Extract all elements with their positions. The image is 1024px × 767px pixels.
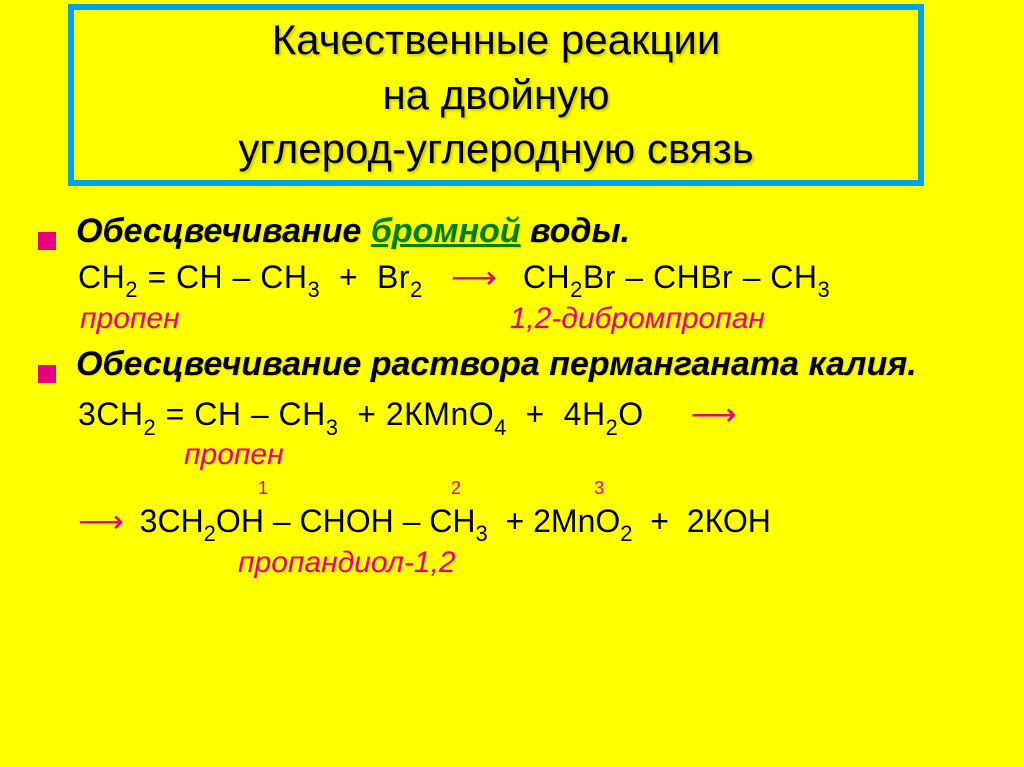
arrow-icon: ⟶ [691,396,735,432]
heading-1: Обесцвечивание бромной воды. [76,212,630,251]
bullet-icon [38,365,56,383]
title-box: Качественные реакции на двойную углерод-… [68,4,924,186]
reaction-1-formula: CH2 = CH – CH3 + Br2 ⟶ CH2Br – CHBr – CH… [78,253,1004,304]
reaction-2-formula-line1: 3CH2 = CH – CH3 + 2КMnO4 + 4H2O ⟶ [78,390,1004,441]
heading-1-pre: Обесцвечивание [76,212,371,250]
bullet-1: Обесцвечивание бромной воды. [20,212,1004,251]
title-line-3: углерод-углеродную связь [238,125,753,172]
arrow-icon: ⟶ [451,259,495,295]
slide: Качественные реакции на двойную углерод-… [0,0,1024,767]
content-area: Обесцвечивание бромной воды. CH2 = CH – … [20,204,1004,580]
bullet-icon [38,232,56,250]
carbon-numbers: 1 2 3 [78,478,1004,499]
reaction-2-label-2: пропандиол-1,2 [238,546,1004,580]
reaction-2-label-1: пропен [184,438,1004,472]
carbon-num-2: 2 [451,478,461,499]
label-dibrompropane: 1,2-дибромпропан [510,302,765,335]
arrow-icon: ⟶ [78,503,122,539]
carbon-num-3: 3 [594,478,604,499]
carbon-num-1: 1 [258,478,268,499]
title-line-1: Качественные реакции [272,16,721,63]
heading-1-post: воды. [521,212,630,250]
heading-1-link[interactable]: бромной [371,212,521,250]
label-propene-1: пропен [80,302,180,335]
heading-2: Обесцвечивание раствора перманганата кал… [76,342,917,388]
title-line-2: на двойную [382,71,609,118]
reaction-2-formula-line2: ⟶ 3CH2OH – CHOH – CH3 + 2MnO2 + 2КОН [78,499,1004,548]
reaction-1-labels: пропен 1,2-дибромпропан [80,302,1004,336]
slide-title: Качественные реакции на двойную углерод-… [238,13,753,177]
bullet-2: Обесцвечивание раствора перманганата кал… [20,342,1004,388]
